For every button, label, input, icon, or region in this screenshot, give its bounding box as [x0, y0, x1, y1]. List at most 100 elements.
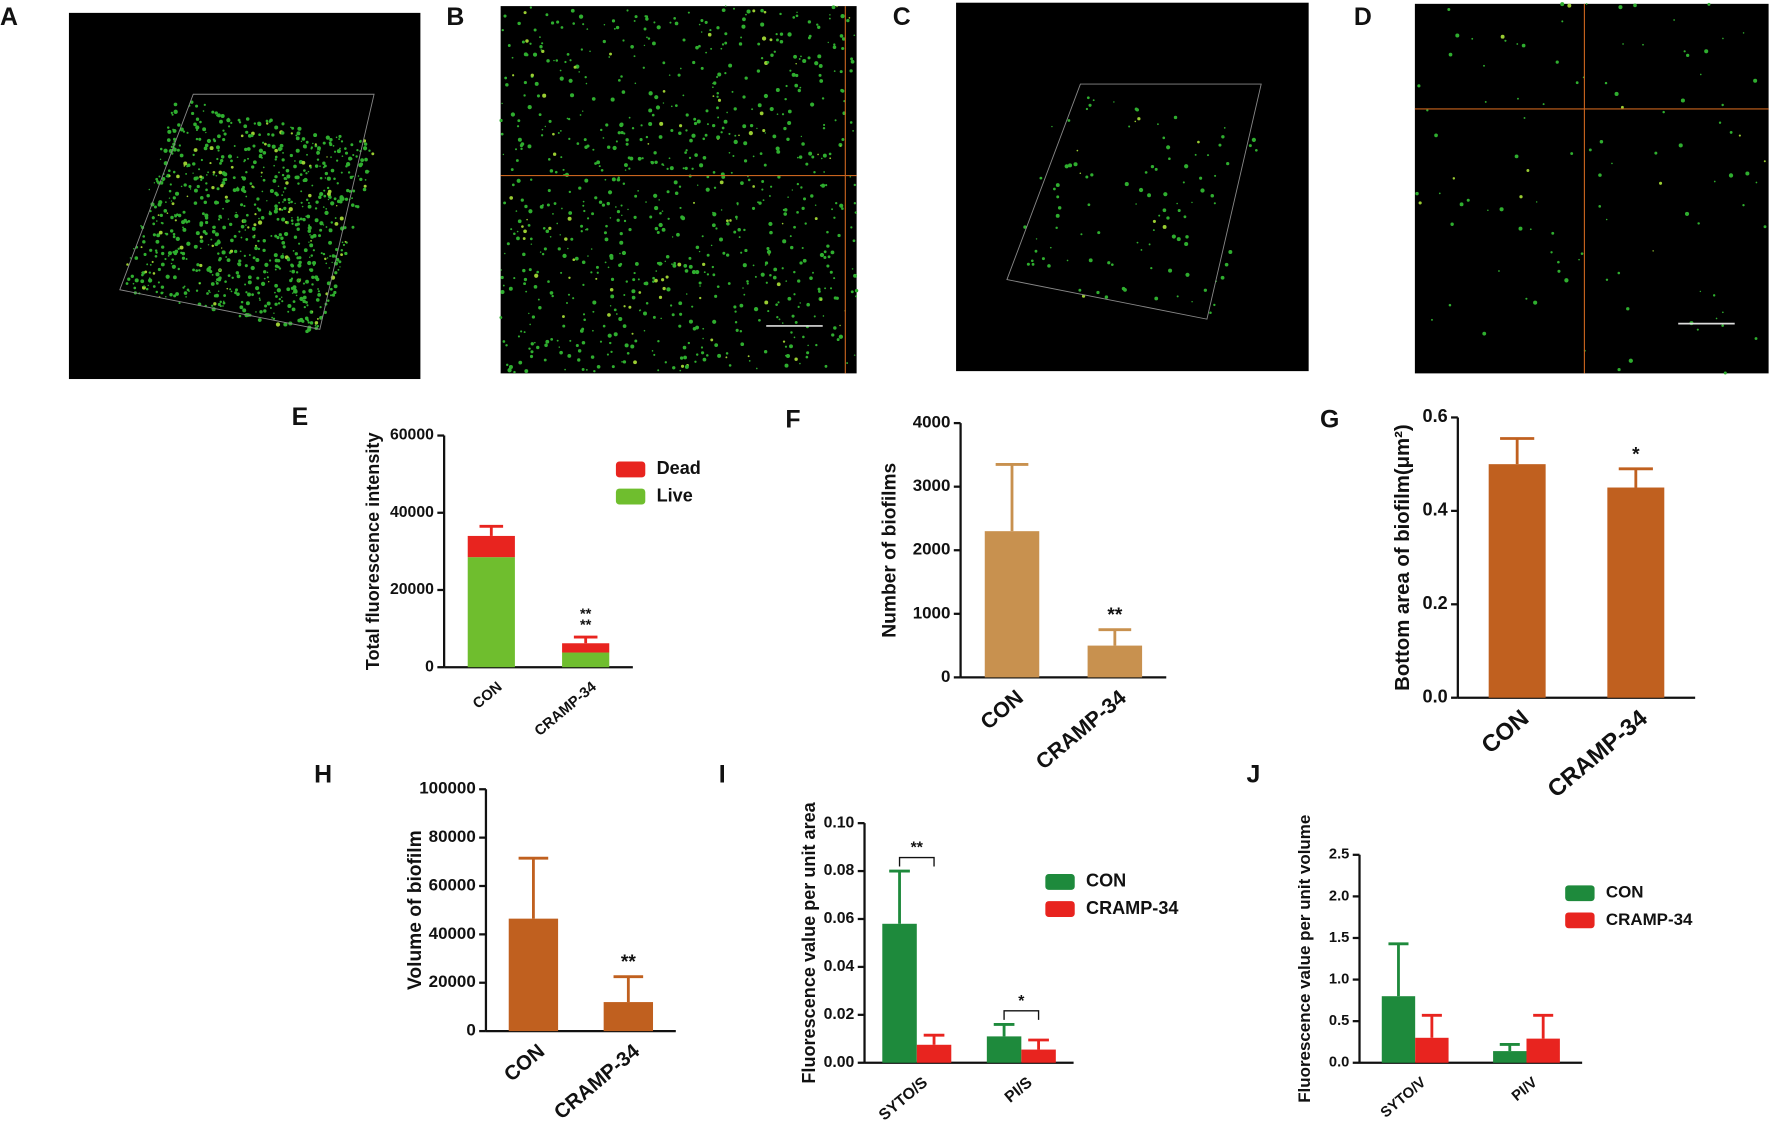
cell-dot [520, 330, 523, 333]
cell-dot [1678, 143, 1683, 148]
cell-dot [533, 341, 536, 344]
cell-dot [168, 197, 171, 199]
cell-dot [617, 78, 621, 82]
cell-dot [658, 135, 663, 139]
cell-dot [738, 236, 741, 239]
cell-dot [797, 156, 799, 159]
cell-dot [766, 246, 770, 251]
cell-dot [288, 207, 293, 212]
bar [882, 923, 917, 1063]
cell-dot [763, 10, 767, 14]
cell-dot [743, 141, 748, 146]
cell-dot [764, 132, 766, 134]
cell-dot [203, 146, 208, 151]
panel-letter: I [719, 760, 726, 788]
cell-dot [161, 245, 165, 249]
cell-dot [145, 287, 149, 291]
cell-dot [712, 82, 714, 85]
cell-dot [637, 189, 639, 192]
cell-dot [334, 221, 339, 226]
cell-dot [290, 219, 294, 222]
cell-dot [266, 276, 269, 279]
cell-dot [625, 138, 629, 142]
cell-dot [508, 365, 513, 370]
cell-dot [677, 73, 681, 77]
cell-dot [823, 171, 826, 173]
cell-dot [176, 148, 180, 152]
cell-dot [1085, 175, 1089, 179]
cell-dot [807, 56, 811, 60]
cell-dot [303, 169, 306, 172]
cell-dot [790, 245, 794, 250]
cell-dot [240, 300, 244, 304]
cell-dot [687, 341, 691, 345]
cell-dot [301, 205, 304, 208]
cell-dot [362, 146, 368, 151]
cell-dot [569, 339, 572, 342]
cell-dot [294, 223, 299, 227]
cell-dot [607, 333, 612, 338]
cell-dot [338, 138, 341, 140]
cell-dot [326, 156, 328, 158]
cell-dot [340, 171, 343, 174]
y-tick-label: 0.10 [824, 814, 855, 831]
cell-dot [609, 217, 612, 219]
y-tick-label: 0.08 [824, 862, 855, 879]
y-tick-label: 2.0 [1329, 888, 1349, 904]
cell-dot [509, 196, 514, 200]
cell-dot [306, 304, 309, 307]
cell-dot [502, 153, 505, 156]
error-bar [993, 1022, 1015, 1037]
cell-dot [317, 290, 320, 293]
cell-dot [230, 238, 234, 243]
cell-dot [825, 184, 828, 187]
cell-dot [218, 214, 222, 219]
y-axis-label: Fluorescence value per unit volume [1295, 815, 1314, 1103]
cell-dot [199, 221, 204, 226]
cell-dot [236, 156, 239, 159]
cell-dot [532, 52, 538, 57]
cell-dot [256, 276, 260, 280]
cell-dot [1088, 103, 1092, 107]
cell-dot [634, 339, 638, 343]
cell-dot [733, 230, 737, 234]
cell-dot [752, 185, 755, 188]
cell-dot [770, 185, 773, 188]
cell-dot [523, 277, 528, 282]
cell-dot [568, 78, 573, 83]
cell-dot [624, 169, 627, 171]
cell-dot [734, 310, 737, 313]
cell-dot [814, 61, 819, 66]
cell-dot [665, 254, 670, 259]
cell-dot [298, 260, 302, 265]
cell-dot [541, 252, 545, 256]
cell-dot [793, 293, 796, 296]
cell-dot [712, 211, 714, 214]
cell-dot [1722, 311, 1724, 314]
cell-dot [330, 201, 335, 206]
cell-dot [262, 151, 267, 155]
cell-dot [352, 153, 355, 157]
cell-dot [247, 275, 252, 280]
cell-dot [505, 83, 509, 87]
cell-dot [621, 214, 623, 217]
cell-dot [288, 201, 291, 204]
cell-dot [158, 230, 163, 235]
cell-dot [579, 329, 584, 333]
cell-dot [583, 138, 587, 142]
cell-dot [308, 256, 311, 258]
cell-dot [252, 256, 256, 260]
cell-dot [313, 133, 318, 138]
cell-dot [363, 184, 367, 188]
cell-dot [779, 12, 782, 16]
cell-dot [296, 227, 300, 231]
cell-dot [623, 305, 626, 308]
cell-dot [339, 266, 341, 268]
cell-dot [737, 228, 741, 232]
cell-dot [726, 222, 730, 226]
cell-dot [169, 229, 174, 233]
cell-dot [540, 134, 544, 137]
cell-dot [698, 23, 701, 26]
cell-dot [125, 282, 129, 285]
cell-dot [282, 253, 284, 255]
